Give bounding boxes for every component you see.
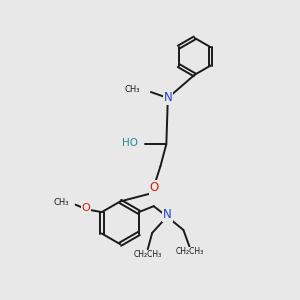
Text: N: N xyxy=(163,208,172,221)
Text: CH₃: CH₃ xyxy=(125,85,140,94)
Text: CH₃: CH₃ xyxy=(54,198,69,207)
Text: O: O xyxy=(82,203,90,213)
Text: CH₂CH₃: CH₂CH₃ xyxy=(175,247,203,256)
Text: CH₂CH₃: CH₂CH₃ xyxy=(134,250,162,259)
Text: HO: HO xyxy=(122,139,138,148)
Text: O: O xyxy=(150,181,159,194)
Text: N: N xyxy=(164,92,172,104)
